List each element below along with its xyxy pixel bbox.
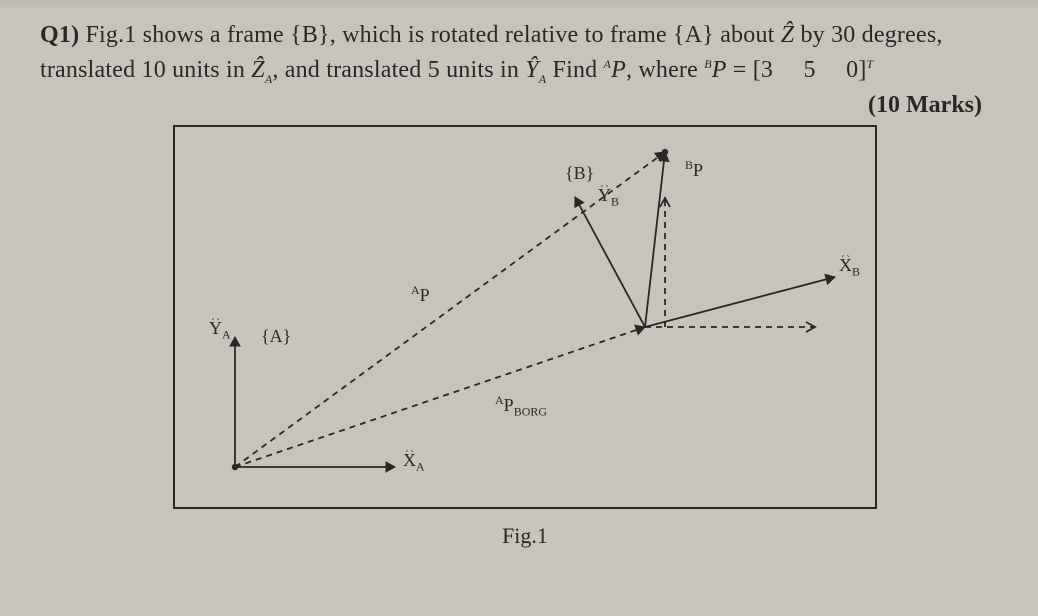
figure-box: {A}XAYAAPAPBORG{B}YBXBBP — [173, 125, 877, 509]
q-line2-a: translated 10 units in — [40, 57, 251, 83]
q-line2-b: , and translated 5 units in — [272, 57, 525, 83]
q-line1-a: Fig.1 shows a frame {B}, which is rotate… — [85, 22, 780, 48]
q-bp-main: P — [712, 57, 727, 83]
q-ap-main: P — [611, 57, 626, 83]
question-text: Q1) Fig.1 shows a frame {B}, which is ro… — [40, 18, 1010, 88]
q-ya-hat: Ŷ — [525, 57, 539, 83]
q-bp-sup: B — [704, 57, 712, 71]
q-line2-c: Find — [546, 57, 603, 83]
q-bp-vec: = [3 5 0] — [727, 57, 867, 83]
q-zhat: Ẑ — [781, 22, 795, 48]
q-ap-sup: A — [604, 57, 612, 71]
q-za-hat: Ẑ — [251, 57, 265, 83]
q-transpose: T — [867, 57, 874, 71]
figure-caption: Fig.1 — [502, 523, 548, 549]
q-line1-b: by 30 degrees, — [794, 22, 942, 48]
marks-label: (10 Marks) — [40, 92, 1010, 119]
figure-svg: {A}XAYAAPAPBORG{B}YBXBBP — [175, 127, 875, 507]
question-number: Q1) — [40, 22, 79, 48]
q-line2-d: , where — [626, 57, 704, 83]
